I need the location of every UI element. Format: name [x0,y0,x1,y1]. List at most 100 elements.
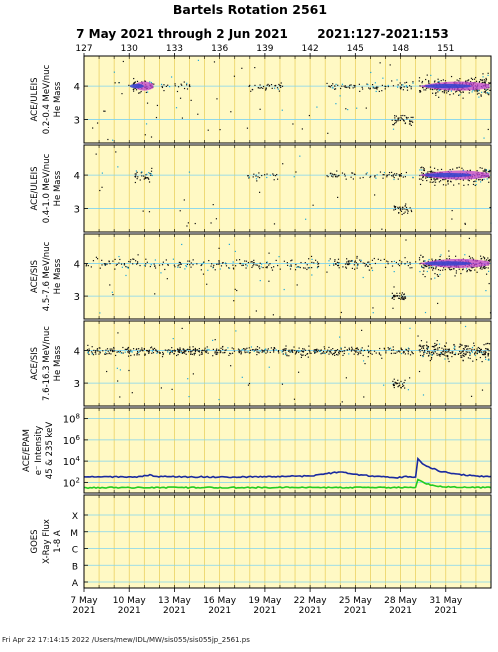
data-point [365,173,367,175]
doy-range: 2021:127-2021:153 [317,27,448,41]
data-point [331,175,333,177]
data-point [266,265,268,268]
data-point [323,352,325,354]
data-point [375,87,377,89]
data-point [346,263,348,265]
data-point [150,173,152,175]
data-point [186,84,188,86]
data-point [418,349,420,351]
density-core-blue [424,261,472,266]
data-point [148,350,150,352]
data-point [455,270,458,272]
data-point [214,339,216,341]
data-point [143,175,145,177]
data-point [302,348,304,350]
data-point [293,346,295,348]
data-point [479,179,481,181]
data-point [434,277,436,279]
data-point [444,345,446,347]
data-point [251,260,253,263]
data-point [132,83,135,85]
data-point [129,261,131,263]
data-point [379,347,381,350]
data-point [442,269,444,271]
data-point [172,338,174,340]
data-point [395,383,397,385]
data-point [392,174,394,176]
data-point [291,259,293,261]
data-point [398,264,401,267]
data-point [294,269,297,271]
data-point [455,352,457,354]
data-point [419,174,421,177]
data-point [298,351,300,353]
data-point [430,267,433,269]
data-point [424,311,427,314]
data-point [433,178,435,180]
data-point [158,351,160,353]
panel-frame [83,55,492,144]
data-point [183,81,185,83]
data-point [484,82,486,84]
data-point [448,267,451,269]
data-point [144,177,146,179]
data-point [364,265,366,267]
data-point [338,350,341,352]
data-point [392,384,395,387]
data-point [393,176,395,179]
data-point [339,87,342,90]
data-point [467,345,469,347]
y-tick-label: 4 [74,171,80,182]
data-point [399,174,401,177]
data-point [391,171,393,174]
data-point [274,85,276,87]
data-point [216,352,218,354]
data-point [378,90,380,93]
data-point [369,263,371,266]
data-point [428,351,430,353]
data-point [127,347,129,349]
data-point [288,355,290,357]
data-point [411,120,413,122]
panel-frame [83,144,492,233]
data-point [248,352,251,354]
data-point [351,260,354,262]
data-point [259,87,261,89]
data-point [192,373,194,375]
data-point [362,350,364,352]
data-point [420,254,422,256]
data-point [443,92,445,94]
data-point [487,355,489,357]
data-point [161,356,164,358]
data-point [401,208,403,210]
data-point [87,350,90,352]
data-point [330,349,332,351]
data-point [476,348,478,350]
data-point [374,194,376,196]
data-point [269,351,271,353]
data-point [477,179,480,181]
data-point [347,263,349,266]
data-point [113,71,115,73]
data-point [121,266,123,268]
data-point [343,85,345,87]
data-point [412,116,414,119]
data-point [328,353,330,355]
data-point [186,348,189,350]
data-point [429,171,431,173]
data-point [465,268,468,270]
data-point [404,205,406,207]
data-point [106,370,108,373]
data-point [488,260,490,262]
data-point [395,121,397,124]
panel-frame [83,407,492,494]
data-point [127,355,130,357]
data-point [190,353,192,355]
data-point [399,351,401,353]
data-point [453,344,455,346]
data-point [459,78,461,80]
data-point [161,85,163,88]
data-point [430,178,432,181]
data-point [425,89,427,91]
